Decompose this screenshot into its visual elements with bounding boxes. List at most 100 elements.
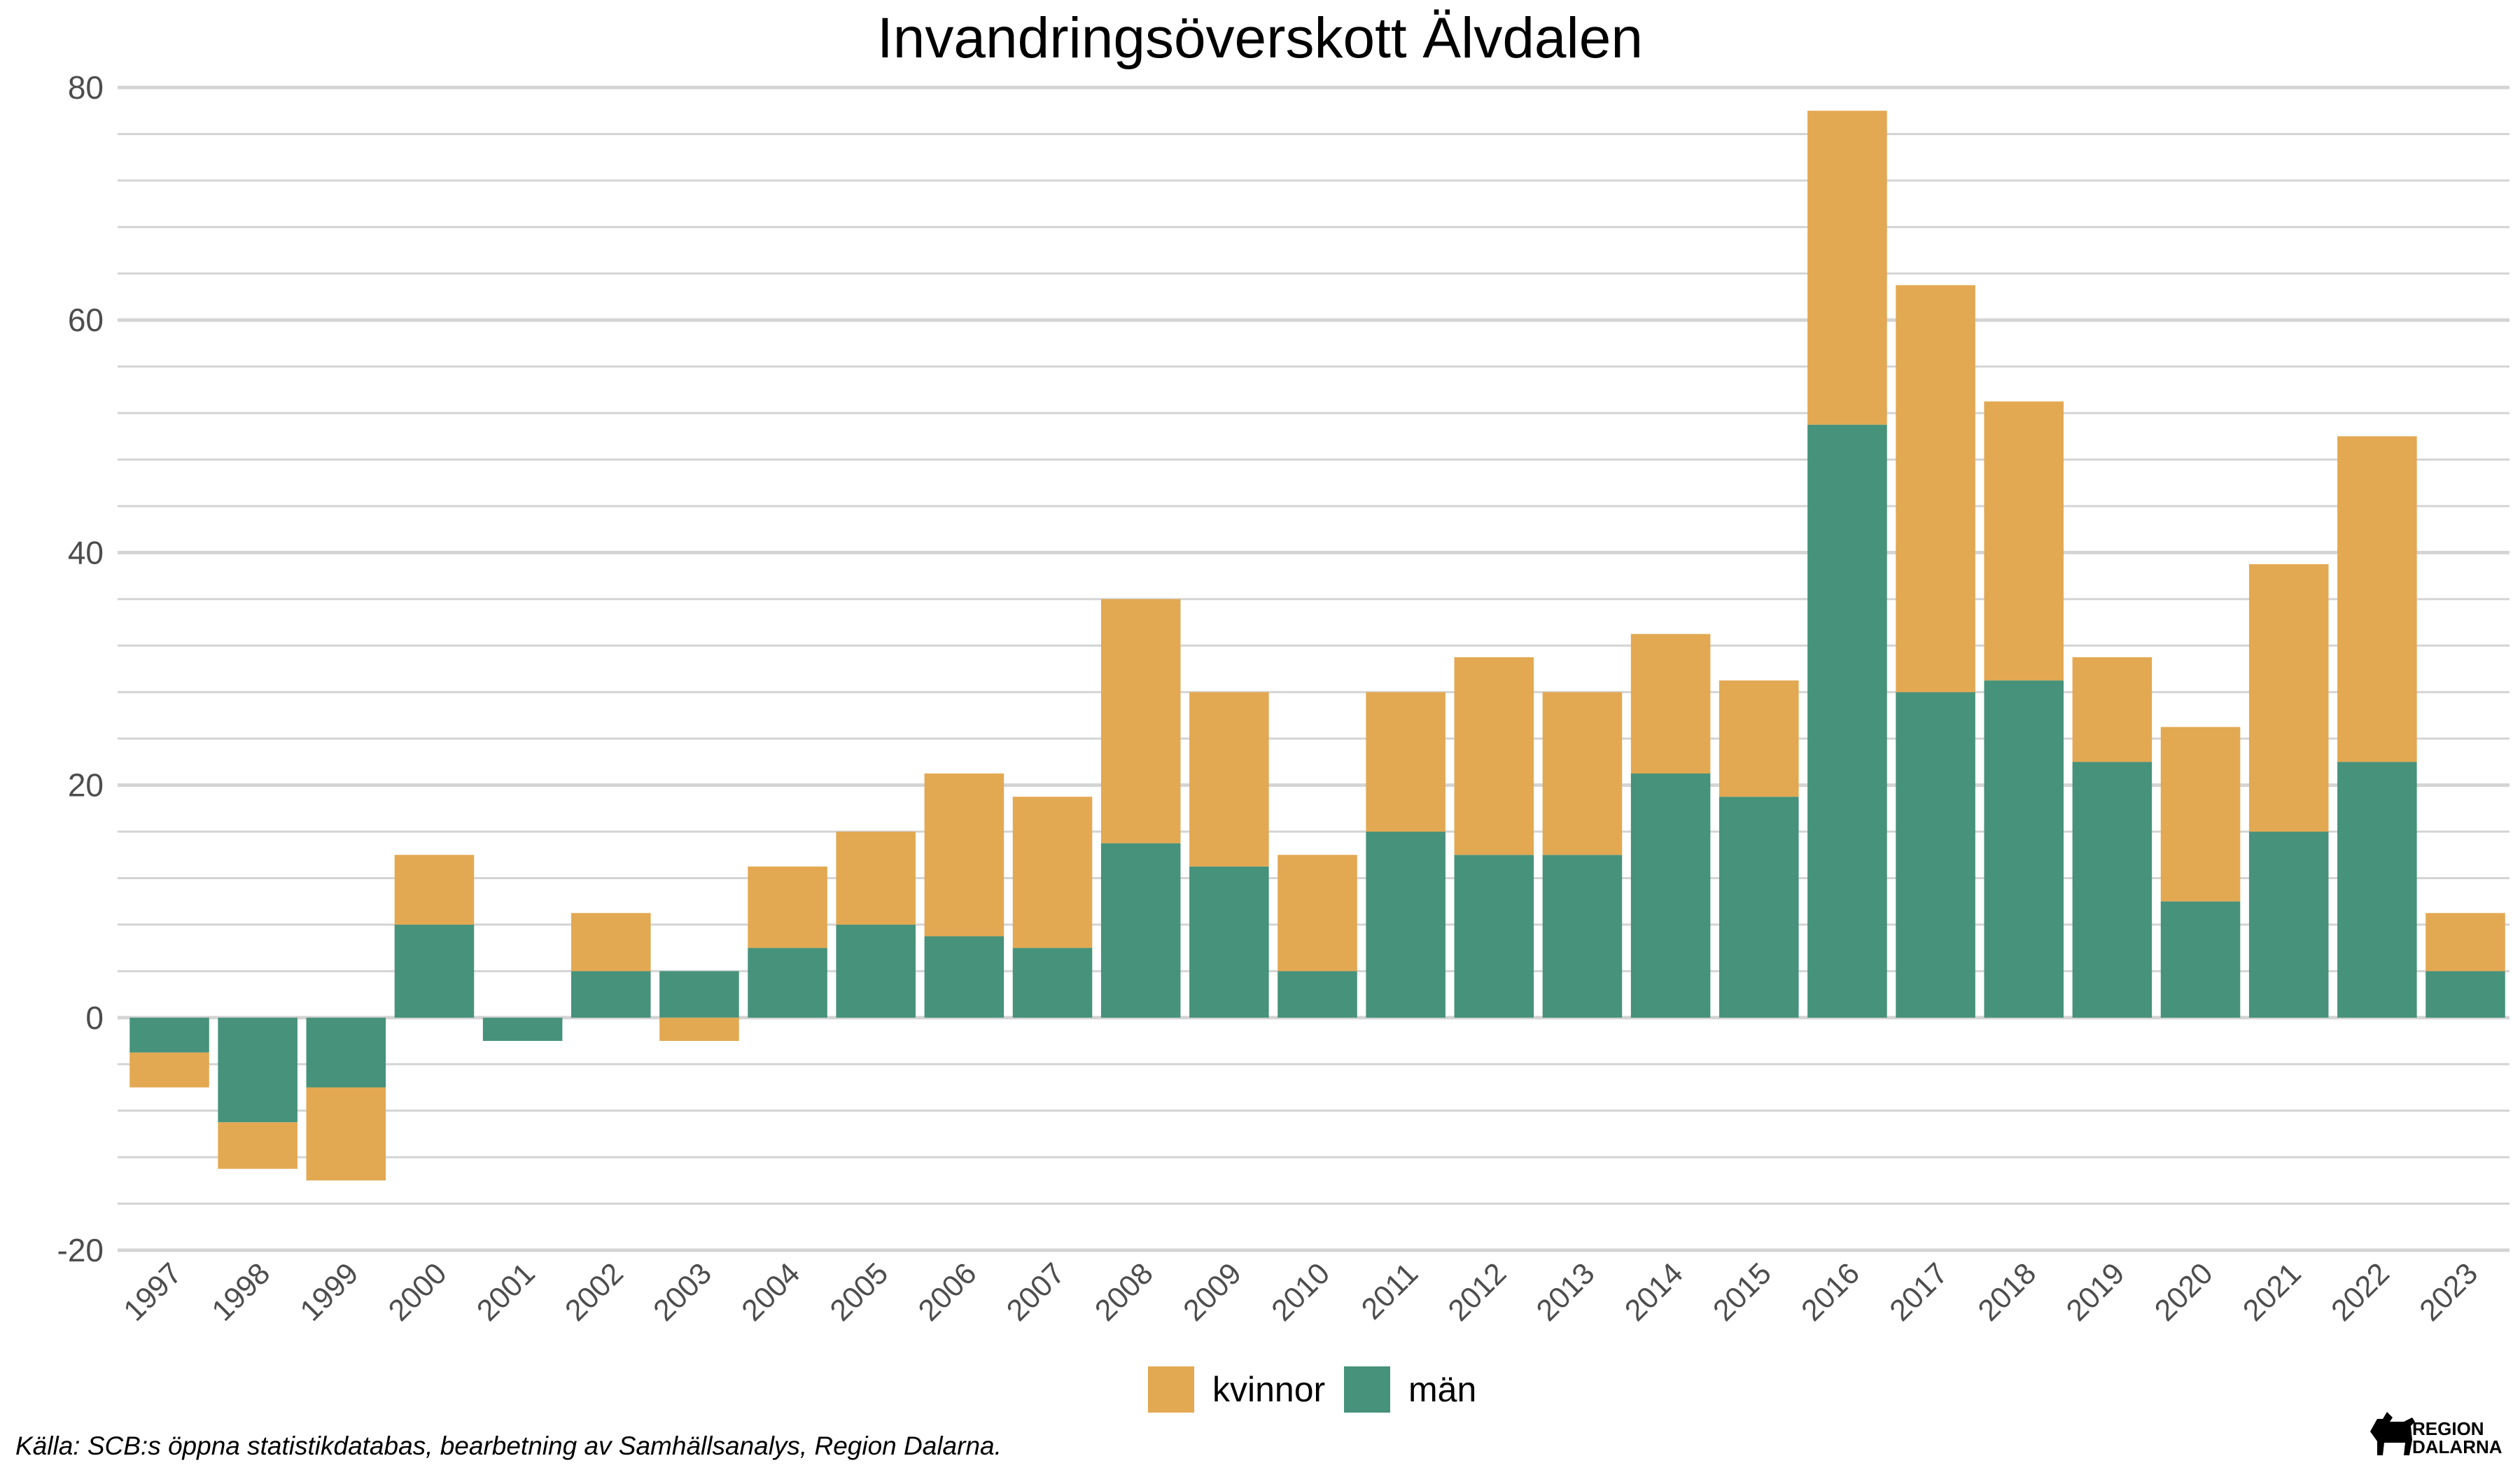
bar-man-2008 [1100,843,1181,1018]
bar-man-2018 [1984,680,2064,1018]
bar-kvinnor-2008 [1100,598,1181,844]
bar-man-2003 [659,971,739,1018]
bar-kvinnor-2000 [394,855,475,925]
x-tick-label: 2009 [1177,1256,1248,1328]
x-tick-label: 2010 [1265,1256,1336,1328]
bar-man-2020 [2160,901,2241,1018]
x-tick-label: 1997 [117,1256,188,1328]
bar-man-2006 [924,936,1004,1018]
bar-kvinnor-2005 [836,832,916,925]
bar-kvinnor-2016 [1807,111,1887,425]
x-tick-label: 2014 [1618,1256,1690,1328]
bar-man-2013 [1542,855,1623,1018]
legend-label: män [1408,1370,1476,1409]
legend-swatch [1148,1366,1194,1413]
x-tick-label: 1998 [206,1256,277,1328]
bar-man-2022 [2337,762,2417,1018]
bar-kvinnor-2013 [1542,692,1623,855]
bar-kvinnor-2021 [2248,564,2329,832]
bar-kvinnor-2012 [1454,657,1534,855]
bar-kvinnor-2020 [2160,727,2241,902]
x-tick-label: 2015 [1707,1256,1778,1328]
bar-kvinnor-2003 [659,1017,739,1042]
x-axis-ticks: 1997 1998 1999 2000 2001 2002 2003 2004 2005 2006… [117,1256,2484,1328]
bar-kvinnor-2014 [1630,634,1711,774]
bar-man-2010 [1278,971,1357,1018]
x-tick-label: 2007 [1000,1256,1072,1328]
x-tick-label: 2000 [382,1256,454,1328]
y-tick-label: -20 [57,1232,104,1268]
bars [130,111,2505,1181]
bar-kvinnor-2004 [748,866,827,948]
legend: kvinnor män [1148,1366,1476,1413]
x-tick-label: 2012 [1442,1256,1513,1328]
bar-man-2019 [2072,762,2152,1018]
x-tick-label: 2003 [647,1256,718,1328]
bar-man-2016 [1807,424,1887,1018]
bar-kvinnor-2011 [1366,692,1446,832]
y-tick-label: 20 [68,767,104,804]
bar-kvinnor-2017 [1896,285,1975,692]
bar-man-2000 [394,924,475,1018]
dala-horse-icon [2370,1412,2415,1455]
bar-kvinnor-2006 [924,773,1004,937]
x-tick-label: 2005 [824,1256,895,1328]
logo-line-1: REGION [2412,1418,2484,1439]
bar-kvinnor-1997 [130,1052,209,1088]
logo-line-2: DALARNA [2412,1436,2502,1457]
bar-kvinnor-2019 [2072,657,2152,762]
x-tick-label: 2013 [1530,1256,1602,1328]
bar-kvinnor-2002 [571,913,651,972]
bar-man-2009 [1189,866,1269,1018]
bar-man-1997 [130,1017,209,1053]
bar-kvinnor-2022 [2337,436,2417,762]
bar-kvinnor-2007 [1012,797,1093,948]
region-dalarna-logo: REGION DALARNA [2370,1412,2502,1457]
x-tick-label: 2022 [2325,1256,2396,1328]
bar-kvinnor-2009 [1189,692,1269,867]
y-tick-label: 60 [68,302,104,338]
x-tick-label: 2002 [559,1256,630,1328]
legend-swatch [1344,1366,1390,1413]
y-tick-label: 80 [68,69,104,106]
bar-man-2015 [1719,797,1799,1018]
y-tick-label: 0 [85,1000,104,1036]
x-tick-label: 2017 [1884,1256,1955,1328]
legend-label: kvinnor [1212,1370,1325,1409]
x-tick-label: 2008 [1088,1256,1160,1328]
bar-man-2004 [748,948,827,1018]
bar-man-2023 [2426,971,2505,1018]
y-tick-label: 40 [68,534,104,570]
bar-man-2002 [571,971,651,1018]
bar-man-2021 [2248,832,2329,1018]
source-note: Källa: SCB:s öppna statistikdatabas, bea… [15,1432,1002,1460]
x-tick-label: 2019 [2060,1256,2132,1328]
bar-man-2012 [1454,855,1534,1018]
bar-man-2011 [1366,832,1446,1018]
bar-man-2001 [482,1017,563,1042]
bar-man-2007 [1012,948,1093,1018]
bar-kvinnor-1999 [306,1087,386,1181]
bar-man-1998 [218,1017,298,1123]
chart-title: Invandringsöverskott Älvdalen [877,6,1643,70]
bar-man-2005 [836,924,916,1018]
x-tick-label: 2004 [736,1256,807,1328]
bar-kvinnor-1998 [218,1122,298,1169]
x-tick-label: 1999 [294,1256,365,1328]
bar-kvinnor-2010 [1278,855,1357,972]
bar-man-2014 [1630,773,1711,1018]
x-tick-label: 2023 [2413,1256,2484,1328]
x-tick-label: 2016 [1795,1256,1866,1328]
bar-kvinnor-2015 [1719,680,1799,797]
x-tick-label: 2021 [2236,1256,2308,1328]
x-tick-label: 2001 [470,1256,542,1328]
x-tick-label: 2011 [1355,1256,1424,1326]
x-tick-label: 2020 [2148,1256,2220,1328]
bar-kvinnor-2018 [1984,401,2064,681]
x-tick-label: 2018 [1972,1256,2043,1328]
bar-man-2017 [1896,692,1975,1018]
x-tick-label: 2006 [912,1256,983,1328]
bar-man-1999 [306,1017,386,1088]
bar-kvinnor-2023 [2426,913,2505,972]
